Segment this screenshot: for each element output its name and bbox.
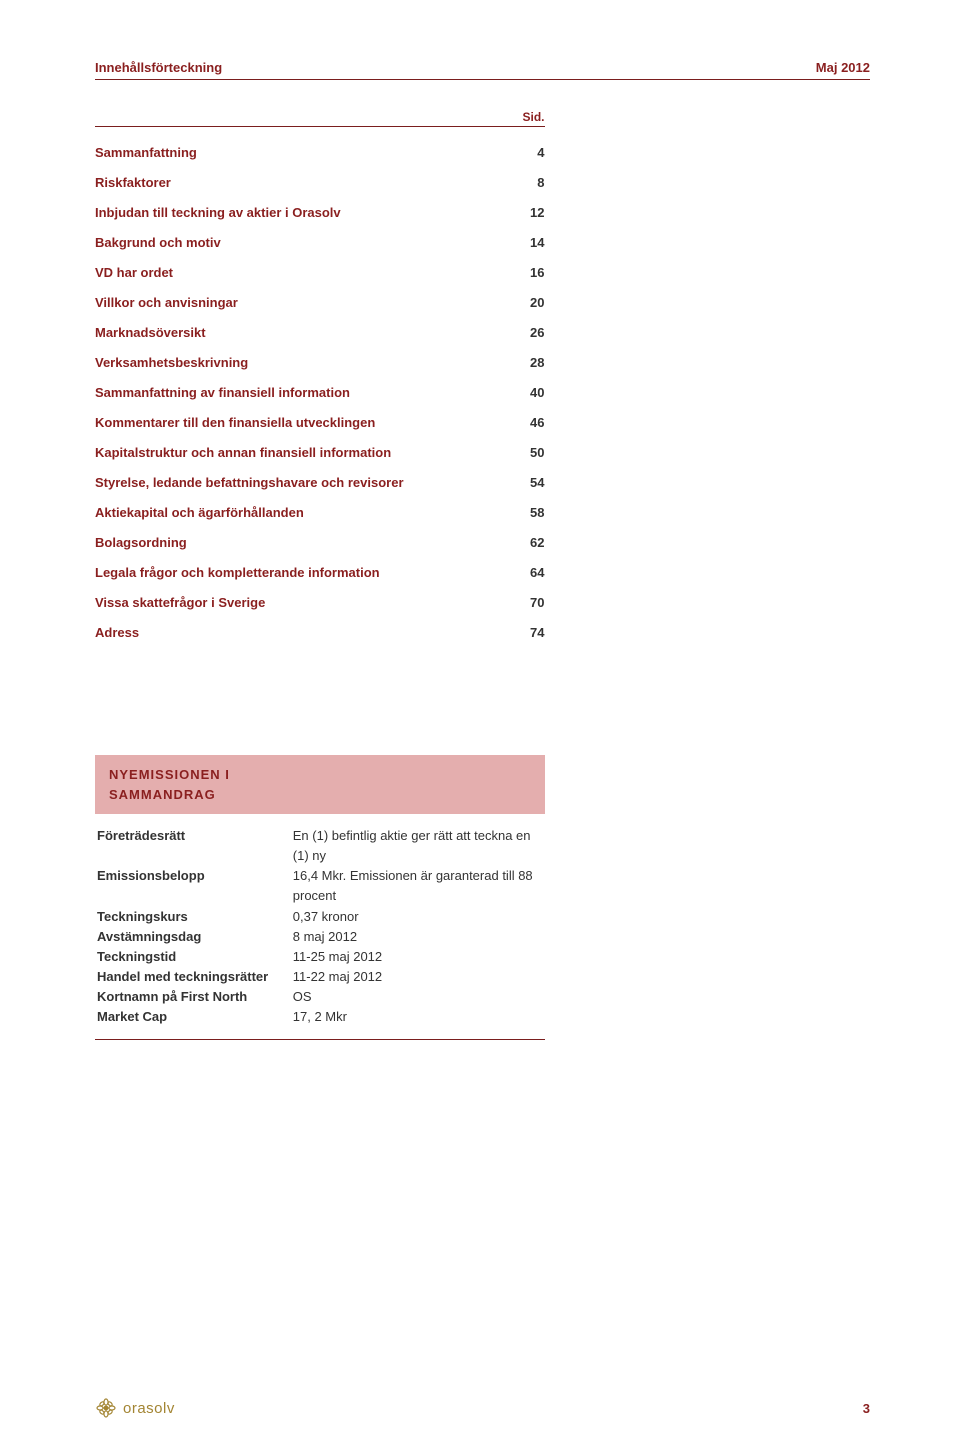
toc-label: Kommentarer till den finansiella utveckl… <box>95 415 375 430</box>
summary-value: 8 maj 2012 <box>293 927 545 947</box>
toc-page-number: 74 <box>521 625 545 640</box>
toc-label: Kapitalstruktur och annan finansiell inf… <box>95 445 391 460</box>
summary-row: Kortnamn på First NorthOS <box>95 987 545 1007</box>
toc-label: Adress <box>95 625 139 640</box>
toc-row: Styrelse, ledande befattningshavare och … <box>95 475 545 490</box>
toc-row: Vissa skattefrågor i Sverige 70 <box>95 595 545 610</box>
summary-key: Market Cap <box>95 1007 293 1027</box>
footer-logo-text: orasolv <box>123 1400 175 1417</box>
header-title: Innehållsförteckning <box>95 60 222 75</box>
summary-box: NYEMISSIONEN I SAMMANDRAG Företrädesrätt… <box>95 755 545 1040</box>
toc-label: Sammanfattning <box>95 145 197 160</box>
summary-row: Teckningstid11-25 maj 2012 <box>95 947 545 967</box>
toc-row: Riskfaktorer 8 <box>95 175 545 190</box>
toc-page-number: 20 <box>521 295 545 310</box>
footer-page-number: 3 <box>863 1401 870 1416</box>
toc-page-number: 54 <box>521 475 545 490</box>
summary-title: NYEMISSIONEN I SAMMANDRAG <box>95 755 545 814</box>
page-footer: orasolv 3 <box>95 1397 870 1419</box>
header-date: Maj 2012 <box>816 60 870 75</box>
footer-logo: orasolv <box>95 1397 175 1419</box>
summary-key: Avstämningsdag <box>95 927 293 947</box>
toc-label: Villkor och anvisningar <box>95 295 238 310</box>
toc-label: Sammanfattning av finansiell information <box>95 385 350 400</box>
sid-column-header: Sid. <box>95 110 545 127</box>
page-header: Innehållsförteckning Maj 2012 <box>95 60 870 80</box>
toc-label: Verksamhetsbeskrivning <box>95 355 248 370</box>
toc-row: Bakgrund och motiv 14 <box>95 235 545 250</box>
toc-label: Marknadsöversikt <box>95 325 206 340</box>
summary-key: Emissionsbelopp <box>95 866 293 906</box>
toc-row: Kommentarer till den finansiella utveckl… <box>95 415 545 430</box>
flower-icon <box>95 1397 117 1419</box>
toc-label: Aktiekapital och ägarförhållanden <box>95 505 304 520</box>
toc-page-number: 40 <box>521 385 545 400</box>
toc-page-number: 26 <box>521 325 545 340</box>
summary-key: Handel med teckningsrätter <box>95 967 293 987</box>
summary-value: En (1) befintlig aktie ger rätt att teck… <box>293 826 545 866</box>
toc-page-number: 28 <box>521 355 545 370</box>
toc-row: Marknadsöversikt 26 <box>95 325 545 340</box>
toc-page-number: 12 <box>521 205 545 220</box>
summary-title-line1: NYEMISSIONEN I <box>109 767 230 782</box>
toc-label: Riskfaktorer <box>95 175 171 190</box>
summary-key: Teckningskurs <box>95 907 293 927</box>
toc-row: Aktiekapital och ägarförhållanden 58 <box>95 505 545 520</box>
toc-page-number: 62 <box>521 535 545 550</box>
toc-page-number: 16 <box>521 265 545 280</box>
summary-value: 11-25 maj 2012 <box>293 947 545 967</box>
toc-page-number: 64 <box>521 565 545 580</box>
toc-row: Adress 74 <box>95 625 545 640</box>
summary-row: Avstämningsdag8 maj 2012 <box>95 927 545 947</box>
toc-row: Sammanfattning 4 <box>95 145 545 160</box>
summary-row: Emissionsbelopp16,4 Mkr. Emissionen är g… <box>95 866 545 906</box>
summary-row: Handel med teckningsrätter11-22 maj 2012 <box>95 967 545 987</box>
summary-value: 11-22 maj 2012 <box>293 967 545 987</box>
summary-key: Kortnamn på First North <box>95 987 293 1007</box>
toc-row: Villkor och anvisningar 20 <box>95 295 545 310</box>
summary-body: FöreträdesrättEn (1) befintlig aktie ger… <box>95 814 545 1040</box>
summary-key: Teckningstid <box>95 947 293 967</box>
summary-row: FöreträdesrättEn (1) befintlig aktie ger… <box>95 826 545 866</box>
toc-row: VD har ordet 16 <box>95 265 545 280</box>
summary-value: 16,4 Mkr. Emissionen är garanterad till … <box>293 866 545 906</box>
toc-page-number: 4 <box>521 145 545 160</box>
toc-page-number: 70 <box>521 595 545 610</box>
toc-row: Kapitalstruktur och annan finansiell inf… <box>95 445 545 460</box>
summary-value: 17, 2 Mkr <box>293 1007 545 1027</box>
summary-row: Teckningskurs0,37 kronor <box>95 907 545 927</box>
toc-label: Bolagsordning <box>95 535 187 550</box>
toc-label: Inbjudan till teckning av aktier i Oraso… <box>95 205 341 220</box>
summary-value: OS <box>293 987 545 1007</box>
toc-label: Bakgrund och motiv <box>95 235 221 250</box>
toc-row: Bolagsordning 62 <box>95 535 545 550</box>
toc-page-number: 50 <box>521 445 545 460</box>
toc-page-number: 46 <box>521 415 545 430</box>
toc-page-number: 14 <box>521 235 545 250</box>
summary-row: Market Cap17, 2 Mkr <box>95 1007 545 1027</box>
toc-row: Inbjudan till teckning av aktier i Oraso… <box>95 205 545 220</box>
summary-value: 0,37 kronor <box>293 907 545 927</box>
table-of-contents: Sammanfattning 4 Riskfaktorer 8 Inbjudan til… <box>95 145 545 640</box>
toc-row: Legala frågor och kompletterande informa… <box>95 565 545 580</box>
toc-label: Legala frågor och kompletterande informa… <box>95 565 380 580</box>
toc-label: Styrelse, ledande befattningshavare och … <box>95 475 404 490</box>
toc-label: VD har ordet <box>95 265 173 280</box>
toc-label: Vissa skattefrågor i Sverige <box>95 595 265 610</box>
summary-key: Företrädesrätt <box>95 826 293 866</box>
toc-row: Sammanfattning av finansiell information… <box>95 385 545 400</box>
toc-page-number: 58 <box>521 505 545 520</box>
toc-row: Verksamhetsbeskrivning 28 <box>95 355 545 370</box>
toc-page-number: 8 <box>521 175 545 190</box>
summary-title-line2: SAMMANDRAG <box>109 787 216 802</box>
sid-label: Sid. <box>95 110 545 127</box>
